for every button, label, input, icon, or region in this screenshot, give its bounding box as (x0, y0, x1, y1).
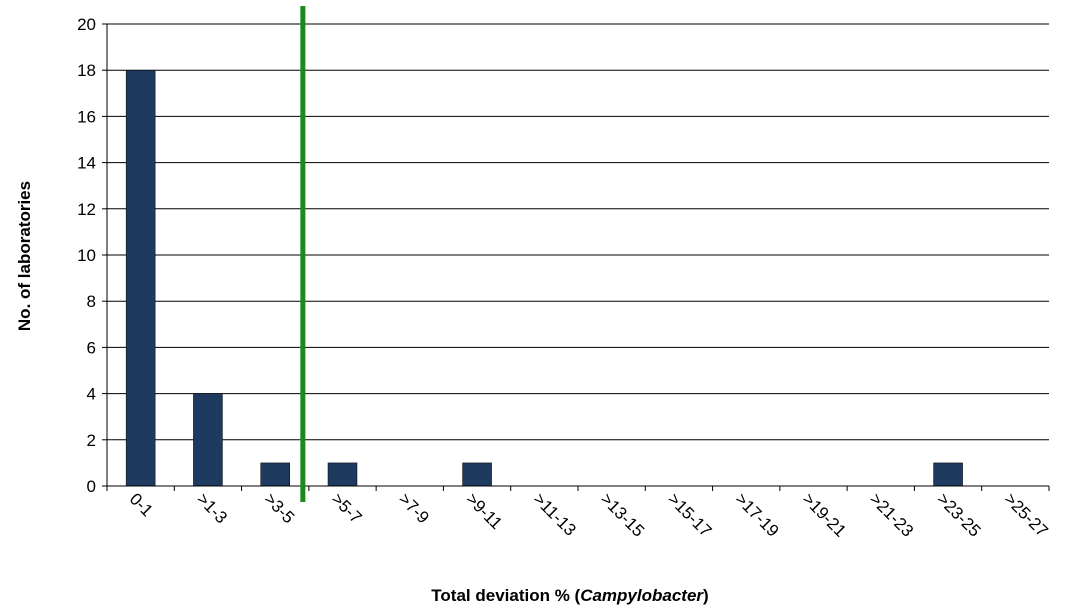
y-tick-label: 2 (87, 431, 96, 450)
bar-2 (260, 462, 290, 487)
y-axis-title: No. of laboratories (15, 181, 34, 331)
x-tick-label: >21-23 (866, 489, 917, 540)
y-tick-label: 10 (77, 246, 96, 265)
y-tick-label: 16 (77, 107, 96, 126)
bar-0 (125, 69, 156, 487)
x-axis-title: Total deviation % (Campylobacter) (431, 586, 708, 605)
x-tick-label: >19-21 (799, 489, 850, 540)
x-tick-label: >15-17 (664, 489, 715, 540)
x-axis-title-suffix: ) (703, 586, 709, 605)
x-tick-label: >11-13 (530, 489, 580, 539)
x-tick-label: >25-27 (1001, 489, 1052, 540)
x-tick-label: >1-3 (193, 489, 231, 527)
x-tick-label: 0-1 (126, 489, 157, 520)
y-tick-label: 20 (77, 15, 96, 34)
gridlines (107, 23, 1049, 441)
bar-3 (327, 462, 358, 487)
bar-12 (933, 462, 963, 487)
bar-1 (193, 393, 223, 487)
y-tick-label: 4 (87, 385, 96, 404)
y-tick-label: 6 (87, 338, 96, 357)
x-tick-label: >23-25 (933, 489, 984, 540)
x-tick-label: >7-9 (395, 489, 433, 527)
bar-5 (462, 462, 492, 487)
y-tick-label: 0 (87, 477, 96, 496)
x-axis-title-italic: Campylobacter (580, 586, 704, 605)
bars (125, 69, 963, 487)
x-tick-label: >17-19 (731, 489, 782, 540)
x-tick-label: >9-11 (462, 489, 506, 533)
y-tick-label: 8 (87, 292, 96, 311)
y-tick-labels: 0 2 4 6 8 10 12 14 16 18 20 (77, 15, 96, 496)
x-tick-label: >5-7 (328, 489, 366, 527)
y-tick-label: 18 (77, 61, 96, 80)
x-tick-labels: 0-1 >1-3 >3-5 >5-7 >7-9 >9-11 >11-13 >13-15 >15-… (126, 489, 1052, 540)
axes (102, 23, 1050, 491)
x-tick-label: >13-15 (597, 489, 648, 540)
x-tick-label: >3-5 (260, 489, 298, 527)
y-tick-label: 14 (77, 154, 96, 173)
y-tick-label: 12 (77, 200, 96, 219)
x-axis-title-prefix: Total deviation % ( (431, 586, 580, 605)
